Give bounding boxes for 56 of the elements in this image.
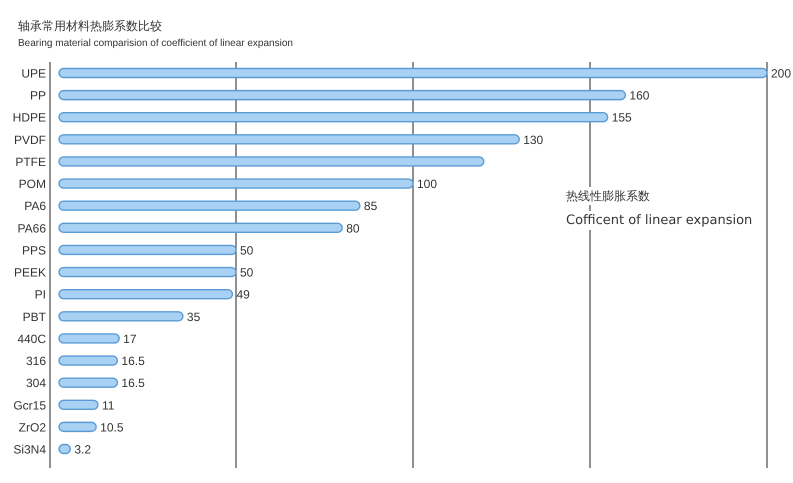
data-label: 10.5 [100, 420, 124, 434]
data-label: 200 [771, 66, 792, 80]
y-tick-label: 304 [26, 376, 46, 390]
y-tick-label: UPE [21, 66, 46, 80]
data-label: 17 [123, 332, 137, 346]
chart-title: 轴承常用材料热膨系数比较 [18, 19, 162, 33]
bar [58, 134, 520, 145]
data-label: 16.5 [121, 354, 146, 368]
y-tick-label: PTFE [15, 154, 46, 169]
data-label: 155 [612, 110, 632, 125]
data-label: 80 [346, 221, 360, 236]
data-label: 11 [102, 398, 115, 412]
bar [58, 266, 237, 278]
y-tick-label: PEEK [14, 266, 46, 280]
bar [58, 288, 234, 300]
bar [58, 311, 184, 322]
bar [58, 90, 626, 100]
y-tick-label: HDPE [12, 110, 46, 125]
data-label: 50 [240, 243, 254, 258]
data-label: 50 [240, 266, 254, 280]
chart-subtitle: Bearing material comparision of coefficient of linear expansion [18, 38, 293, 49]
y-tick-label: Si3N4 [13, 442, 46, 456]
annotation: Cofficent of linear expansion [566, 213, 752, 228]
bar [58, 244, 237, 256]
data-label: 16.5 [121, 376, 146, 390]
data-label: 49 [236, 288, 250, 302]
y-tick-label: PP [30, 88, 46, 103]
y-tick-label: 440C [17, 332, 46, 346]
data-label: 3.2 [74, 442, 92, 456]
data-label: 35 [186, 310, 201, 324]
data-label: 85 [364, 199, 378, 214]
bar [58, 68, 768, 78]
bar [58, 178, 414, 189]
bar [58, 377, 118, 388]
y-tick-label: PA6 [24, 199, 46, 214]
data-label: 100 [417, 177, 438, 192]
bar [58, 355, 118, 366]
annotation: 热线性膨胀系数 [566, 189, 650, 203]
bar [58, 422, 97, 432]
bar [58, 156, 484, 167]
y-tick-label: PVDF [14, 132, 46, 147]
y-tick-label: PPS [22, 243, 46, 258]
bar [58, 200, 361, 211]
y-tick-label: POM [18, 177, 46, 192]
y-tick-label: 316 [26, 354, 46, 368]
bar [58, 333, 120, 344]
data-label: 130 [523, 132, 544, 147]
bar [58, 400, 99, 410]
y-tick-label: PBT [22, 310, 47, 324]
y-tick-label: PA66 [18, 221, 46, 236]
y-tick-label: ZrO2 [18, 420, 46, 434]
bar [58, 222, 343, 234]
y-tick-label: Gcr15 [13, 398, 46, 412]
y-tick-label: PI [34, 288, 46, 302]
bar [58, 112, 608, 122]
data-label: 160 [629, 88, 650, 103]
